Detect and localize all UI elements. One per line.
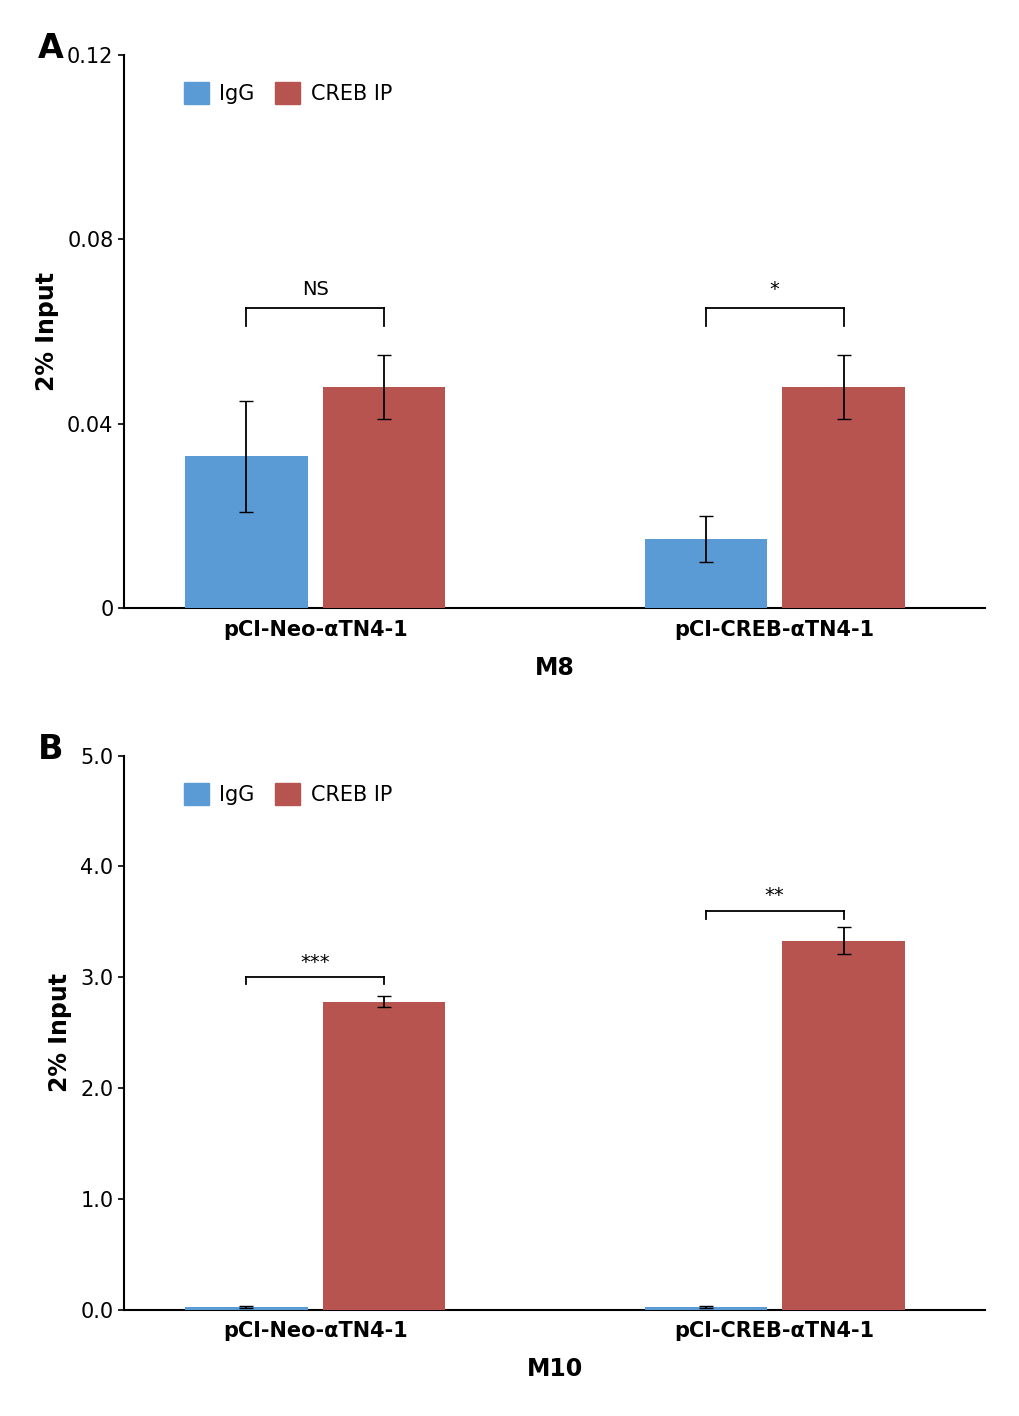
- Text: **: **: [764, 886, 784, 905]
- Text: ***: ***: [301, 953, 330, 971]
- Y-axis label: 2% Input: 2% Input: [35, 272, 59, 391]
- Bar: [644, 539, 766, 609]
- Legend: IgG, CREB IP: IgG, CREB IP: [177, 777, 397, 811]
- X-axis label: M8: M8: [534, 656, 574, 680]
- Bar: [184, 456, 308, 609]
- Bar: [782, 940, 904, 1310]
- X-axis label: M10: M10: [526, 1358, 582, 1381]
- Text: *: *: [769, 280, 779, 299]
- Bar: [644, 1307, 766, 1310]
- Legend: IgG, CREB IP: IgG, CREB IP: [177, 76, 397, 110]
- Bar: [323, 1001, 445, 1310]
- Text: NS: NS: [302, 280, 328, 299]
- Text: B: B: [38, 733, 63, 766]
- Y-axis label: 2% Input: 2% Input: [48, 973, 72, 1092]
- Bar: [782, 387, 904, 609]
- Bar: [323, 387, 445, 609]
- Bar: [184, 1307, 308, 1310]
- Text: A: A: [38, 33, 63, 65]
